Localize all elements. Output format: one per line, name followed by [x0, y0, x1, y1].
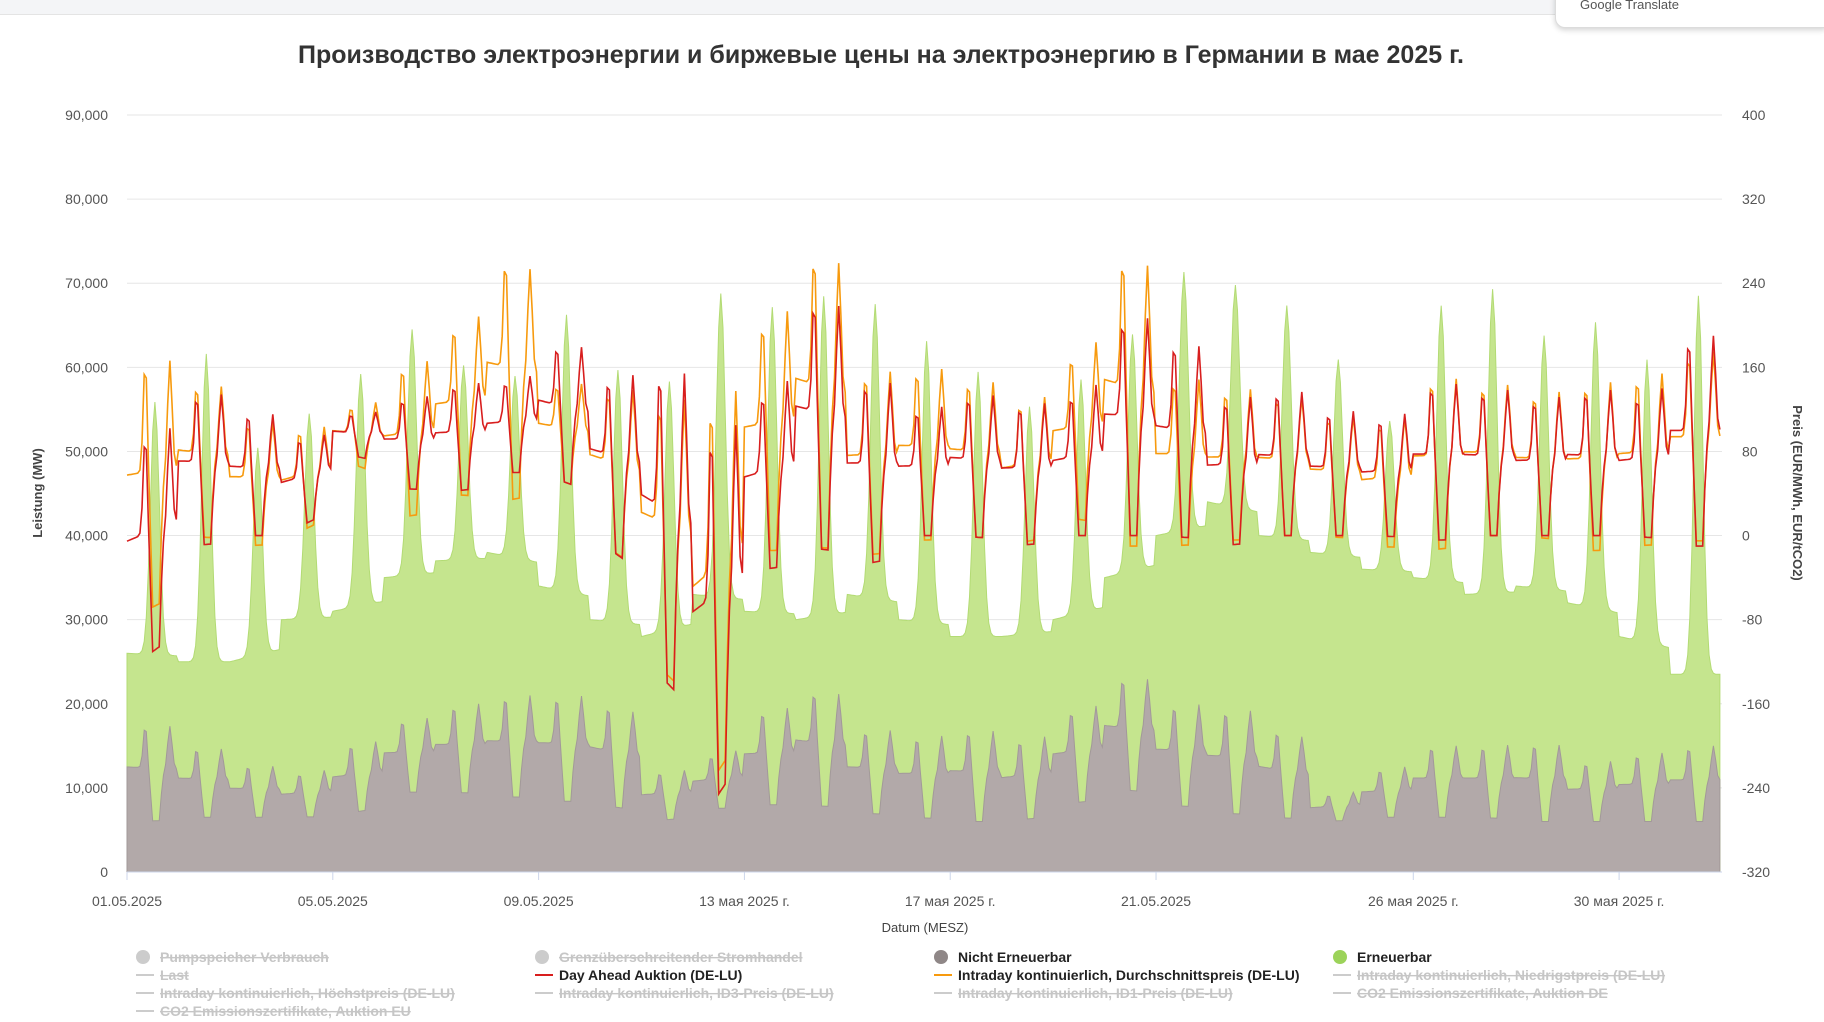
legend-label: CO2 Emissionszertifikate, Auktion EU — [160, 1003, 411, 1019]
y-left-tick-label: 70,000 — [65, 275, 108, 291]
x-tick-label: 17 мая 2025 г. — [905, 893, 996, 909]
y-right-tick-label: 80 — [1742, 443, 1758, 459]
legend-label: Pumpspeicher Verbrauch — [160, 949, 329, 965]
legend-label: Intraday kontinuierlich, Niedrigstpreis … — [1357, 967, 1665, 983]
legend-item[interactable]: Intraday kontinuierlich, ID3-Preis (DE-L… — [535, 985, 834, 1001]
legend-marker — [136, 950, 150, 964]
y-left-tick-label: 40,000 — [65, 528, 108, 544]
browser-top-bar — [0, 0, 1824, 15]
legend-marker — [535, 950, 549, 964]
legend-label: CO2 Emissionszertifikate, Auktion DE — [1357, 985, 1608, 1001]
nonrenewable-area — [126, 679, 1721, 873]
y-left-tick-label: 90,000 — [65, 107, 108, 123]
y-right-tick-label: -320 — [1742, 864, 1770, 880]
legend-marker — [934, 950, 948, 964]
y-left-tick-label: 10,000 — [65, 780, 108, 796]
area-series — [126, 271, 1721, 873]
x-axis-title: Datum (MESZ) — [882, 920, 969, 935]
renewable-area — [126, 271, 1721, 873]
y-left-tick-label: 20,000 — [65, 696, 108, 712]
legend: Pumpspeicher Verbrauch Grenzüberschreiten… — [136, 949, 1665, 1019]
legend-label: Nicht Erneuerbar — [958, 949, 1072, 965]
y-right-tick-label: -160 — [1742, 696, 1770, 712]
legend-item[interactable]: CO2 Emissionszertifikate, Auktion DE — [1333, 985, 1608, 1001]
y-right-tick-label: 400 — [1742, 107, 1766, 123]
legend-label: Intraday kontinuierlich, Durchschnittspr… — [958, 967, 1300, 983]
x-tick-label: 30 мая 2025 г. — [1574, 893, 1665, 909]
legend-item[interactable]: Nicht Erneuerbar — [934, 949, 1072, 965]
y-left-tick-label: 0 — [100, 864, 108, 880]
x-tick-label: 26 мая 2025 г. — [1368, 893, 1459, 909]
y-right-tick-label: 160 — [1742, 359, 1766, 375]
y-left-tick-label: 60,000 — [65, 359, 108, 375]
y-left-tick-label: 30,000 — [65, 612, 108, 628]
legend-label: Intraday kontinuierlich, ID1-Preis (DE-L… — [958, 985, 1233, 1001]
legend-item[interactable]: Intraday kontinuierlich, Höchstpreis (DE… — [136, 985, 455, 1001]
line-series — [126, 263, 1721, 797]
legend-marker — [1333, 950, 1347, 964]
y-right-tick-label: 240 — [1742, 275, 1766, 291]
y-right-tick-label: 320 — [1742, 191, 1766, 207]
y-right-tick-label: -80 — [1742, 612, 1762, 628]
x-tick-label: 21.05.2025 — [1121, 893, 1191, 909]
axes: 0 10,000 20,000 30,000 40,000 50,000 60,000 70,… — [65, 107, 1770, 909]
legend-item[interactable]: Erneuerbar — [1333, 949, 1432, 965]
day-ahead-price-line — [126, 305, 1721, 797]
y-left-tick-label: 80,000 — [65, 191, 108, 207]
legend-label: Intraday kontinuierlich, ID3-Preis (DE-L… — [559, 985, 834, 1001]
y-left-tick-label: 50,000 — [65, 443, 108, 459]
google-translate-label: Google Translate — [1580, 0, 1680, 12]
legend-label: Grenzüberschreitender Stromhandel — [559, 949, 803, 965]
x-tick-label: 05.05.2025 — [298, 893, 368, 909]
legend-item[interactable]: Intraday kontinuierlich, ID1-Preis (DE-L… — [934, 985, 1233, 1001]
legend-item[interactable]: Intraday kontinuierlich, Durchschnittspr… — [934, 967, 1300, 983]
legend-label: Erneuerbar — [1357, 949, 1432, 965]
legend-label: Intraday kontinuierlich, Höchstpreis (DE… — [160, 985, 455, 1001]
x-tick-label: 01.05.2025 — [92, 893, 162, 909]
legend-item[interactable]: Intraday kontinuierlich, Niedrigstpreis … — [1333, 967, 1665, 983]
y-right-tick-label: 0 — [1742, 528, 1750, 544]
y-right-tick-label: -240 — [1742, 780, 1770, 796]
legend-item[interactable]: Last — [136, 967, 189, 983]
y-axis-left-title: Leistung (MW) — [30, 448, 45, 538]
legend-item[interactable]: CO2 Emissionszertifikate, Auktion EU — [136, 1003, 411, 1019]
google-translate-popup[interactable]: Google Translate — [1555, 0, 1824, 28]
y-axis-right-title: Preis (EUR/MWh, EUR/tCO2) — [1790, 405, 1805, 581]
legend-item[interactable]: Day Ahead Auktion (DE-LU) — [535, 967, 742, 983]
legend-label: Day Ahead Auktion (DE-LU) — [559, 967, 742, 983]
x-tick-label: 09.05.2025 — [504, 893, 574, 909]
legend-item[interactable]: Grenzüberschreitender Stromhandel — [535, 949, 803, 965]
chart-title: Производство электроэнергии и биржевые ц… — [298, 41, 1464, 69]
legend-label: Last — [160, 967, 189, 983]
legend-item[interactable]: Pumpspeicher Verbrauch — [136, 949, 329, 965]
x-tick-label: 13 мая 2025 г. — [699, 893, 790, 909]
